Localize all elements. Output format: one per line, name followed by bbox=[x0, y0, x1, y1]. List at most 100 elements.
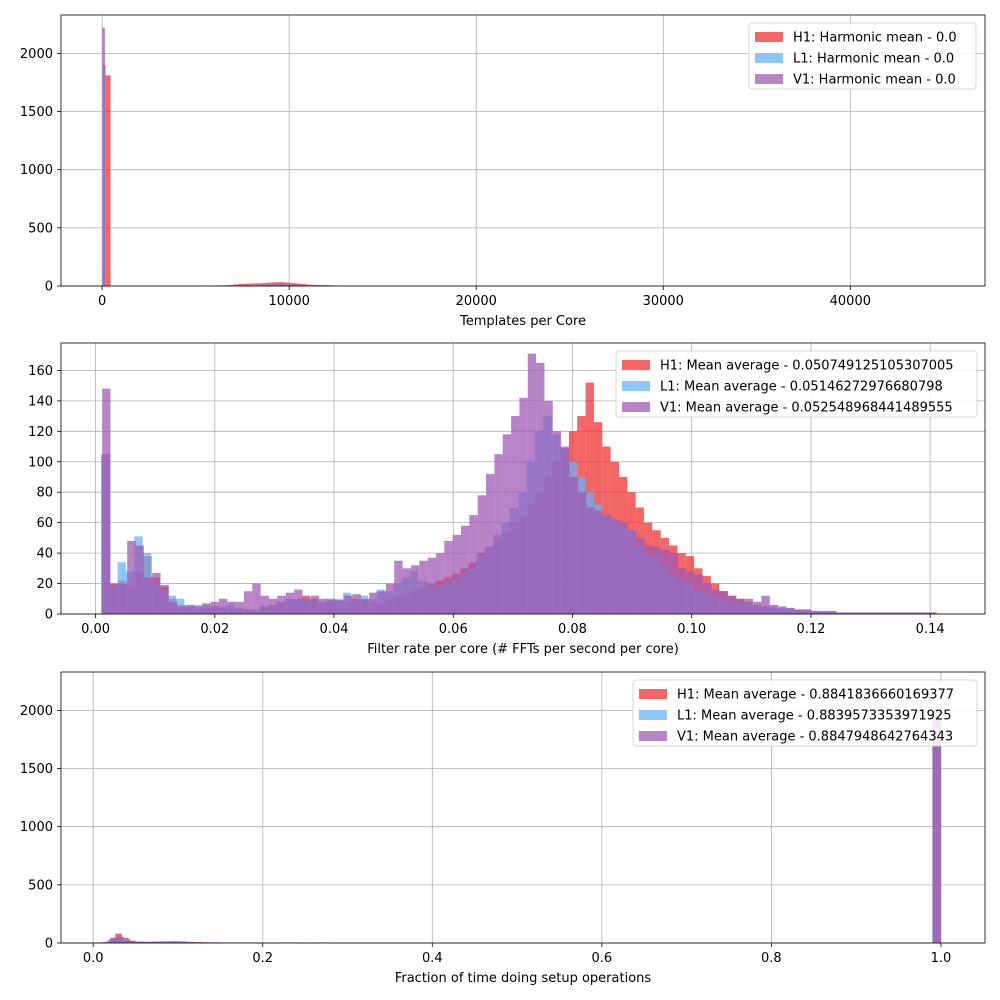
histogram-bar bbox=[644, 545, 653, 614]
histogram-bar bbox=[252, 583, 261, 614]
histogram-bar bbox=[536, 362, 545, 614]
x-tick-label: 0.04 bbox=[320, 622, 349, 637]
histogram-bar bbox=[711, 589, 720, 614]
legend-swatch bbox=[755, 53, 783, 63]
histogram-bar bbox=[244, 591, 253, 614]
x-tick-label: 0.00 bbox=[81, 622, 110, 637]
histogram-bar bbox=[811, 610, 820, 614]
x-tick-label: 20000 bbox=[456, 294, 497, 309]
histogram-bar bbox=[427, 557, 436, 614]
histogram-bar bbox=[110, 583, 119, 614]
histogram-bar bbox=[903, 612, 912, 614]
histogram-bar bbox=[502, 434, 512, 614]
y-tick-label: 0 bbox=[45, 937, 53, 952]
histogram-bar bbox=[778, 606, 787, 614]
x-tick-label: 40000 bbox=[830, 294, 871, 309]
legend-label: H1: Harmonic mean - 0.0 bbox=[793, 31, 957, 46]
y-tick-label: 20 bbox=[36, 577, 53, 592]
histogram-bar bbox=[836, 612, 845, 614]
histogram-bar bbox=[277, 595, 286, 614]
x-tick-label: 10000 bbox=[269, 294, 310, 309]
histogram-bar bbox=[928, 612, 937, 614]
bars-group bbox=[100, 353, 937, 614]
histogram-bar bbox=[494, 454, 503, 614]
histogram-bar bbox=[104, 75, 111, 286]
histogram-bar bbox=[327, 600, 336, 614]
axes-frame bbox=[60, 671, 986, 944]
histogram-bar bbox=[168, 601, 178, 614]
histogram-bar bbox=[819, 610, 829, 614]
histogram-bar bbox=[694, 574, 704, 614]
histogram-bar bbox=[377, 591, 386, 614]
histogram-bar bbox=[260, 595, 270, 614]
legend-box bbox=[748, 22, 977, 90]
histogram-bar bbox=[244, 283, 250, 286]
legend-swatch bbox=[755, 74, 783, 84]
histogram-bar bbox=[249, 283, 256, 286]
histogram-bar bbox=[300, 283, 307, 286]
histogram-bar bbox=[352, 594, 361, 614]
histogram-bar bbox=[869, 612, 879, 614]
histogram-bar bbox=[116, 936, 124, 943]
y-tick-label: 2000 bbox=[20, 704, 53, 719]
histogram-bar bbox=[110, 937, 117, 943]
y-tick-label: 140 bbox=[28, 394, 53, 409]
histogram-bar bbox=[794, 609, 804, 614]
x-axis-label: Templates per Core bbox=[459, 314, 586, 329]
histogram-bar bbox=[255, 283, 262, 286]
histogram-bar bbox=[452, 534, 462, 614]
axes-frame bbox=[60, 14, 986, 287]
histogram-bar bbox=[177, 606, 186, 614]
histogram-bar bbox=[486, 473, 495, 614]
histogram-bar bbox=[269, 598, 278, 614]
histogram-bar bbox=[227, 284, 234, 286]
histogram-bar bbox=[828, 610, 837, 614]
histogram-bar bbox=[277, 282, 284, 286]
legend-swatch bbox=[622, 381, 650, 391]
histogram-bar bbox=[152, 572, 161, 614]
histogram-bar bbox=[143, 577, 153, 614]
histogram-bar bbox=[911, 612, 921, 614]
histogram-bar bbox=[118, 583, 128, 614]
histogram-bar bbox=[636, 537, 645, 614]
histogram-bar bbox=[461, 525, 470, 614]
histogram-bar bbox=[218, 598, 228, 614]
y-tick-label: 60 bbox=[36, 516, 53, 531]
legend-label: L1: Harmonic mean - 0.0 bbox=[793, 52, 954, 67]
legend-swatch bbox=[639, 689, 667, 699]
x-tick-label: 0.2 bbox=[252, 951, 273, 966]
chart-panel-1: 0 10000 20000 30000 40000 0 500 1000 1500 2000 Tem… bbox=[20, 14, 986, 329]
y-tick-label: 1500 bbox=[20, 762, 53, 777]
histogram-bar bbox=[594, 510, 603, 614]
legend: H1: Harmonic mean - 0.0 L1: Harmonic mean… bbox=[748, 22, 977, 90]
histogram-bar bbox=[344, 595, 353, 614]
histogram-bar bbox=[261, 284, 271, 286]
series-3-bars bbox=[102, 353, 937, 614]
x-tick-label: 1.0 bbox=[931, 951, 952, 966]
histogram-bar bbox=[661, 550, 670, 614]
x-tick-label: 0.0 bbox=[83, 951, 104, 966]
chart-panel-3: 0.0 0.2 0.4 0.6 0.8 1.0 0 500 1000 1500 2000 Fracti… bbox=[20, 671, 986, 986]
y-tick-label: 0 bbox=[45, 280, 53, 295]
histogram-bar bbox=[169, 941, 178, 943]
histogram-bar bbox=[419, 560, 428, 614]
legend-box bbox=[615, 350, 978, 418]
histogram-bar bbox=[385, 583, 395, 614]
y-tick-label: 120 bbox=[28, 425, 53, 440]
histogram-bar bbox=[102, 388, 111, 614]
y-tick-label: 1000 bbox=[20, 163, 53, 178]
histogram-bar bbox=[669, 553, 678, 614]
y-tick-label: 0 bbox=[45, 608, 53, 623]
histogram-bar bbox=[202, 603, 211, 614]
x-tick-label: 30000 bbox=[643, 294, 684, 309]
histogram-bar bbox=[444, 540, 453, 614]
y-tick-label: 1000 bbox=[20, 820, 53, 835]
histogram-bar bbox=[932, 709, 941, 943]
histogram-bar bbox=[544, 400, 553, 614]
y-tick-label: 2000 bbox=[20, 47, 53, 62]
histogram-bar bbox=[394, 560, 403, 614]
histogram-bar bbox=[586, 507, 595, 614]
legend-label: V1: Mean average - 0.052548968441489555 bbox=[660, 401, 953, 416]
y-tick-label: 160 bbox=[28, 364, 53, 379]
histogram-bar bbox=[861, 612, 870, 614]
